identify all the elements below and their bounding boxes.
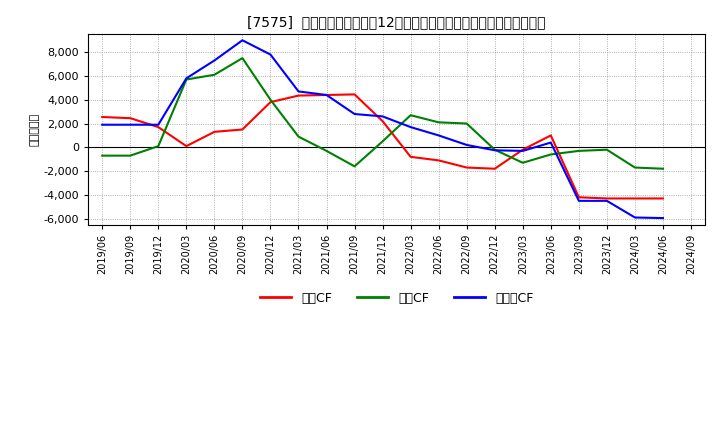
- 投資CF: [490, 147, 499, 152]
- 営業CF: [603, 196, 611, 201]
- 営業CF: [546, 133, 555, 138]
- フリーCF: [350, 111, 359, 117]
- 投資CF: [266, 97, 275, 103]
- 営業CF: [266, 99, 275, 105]
- 営業CF: [182, 143, 191, 149]
- Legend: 営業CF, 投資CF, フリーCF: 営業CF, 投資CF, フリーCF: [255, 287, 539, 310]
- フリーCF: [323, 92, 331, 98]
- Line: フリーCF: フリーCF: [102, 40, 663, 218]
- フリーCF: [266, 52, 275, 57]
- 投資CF: [154, 143, 163, 149]
- 投資CF: [518, 160, 527, 165]
- フリーCF: [182, 76, 191, 81]
- Title: [7575]  キャッシュフローの12か月移動合計の対前年同期増減額の推移: [7575] キャッシュフローの12か月移動合計の対前年同期増減額の推移: [248, 15, 546, 29]
- 投資CF: [126, 153, 135, 158]
- 営業CF: [378, 118, 387, 124]
- 投資CF: [294, 134, 303, 139]
- フリーCF: [98, 122, 107, 127]
- フリーCF: [294, 89, 303, 94]
- 営業CF: [294, 93, 303, 98]
- 営業CF: [154, 125, 163, 130]
- フリーCF: [575, 198, 583, 203]
- 営業CF: [238, 127, 247, 132]
- 営業CF: [659, 196, 667, 201]
- 投資CF: [434, 120, 443, 125]
- Y-axis label: （百万円）: （百万円）: [30, 113, 40, 146]
- 営業CF: [490, 166, 499, 171]
- 投資CF: [631, 165, 639, 170]
- フリーCF: [490, 148, 499, 153]
- 営業CF: [406, 154, 415, 159]
- フリーCF: [462, 142, 471, 147]
- 投資CF: [462, 121, 471, 126]
- フリーCF: [210, 58, 219, 63]
- 営業CF: [323, 92, 331, 98]
- 営業CF: [210, 129, 219, 135]
- 投資CF: [210, 72, 219, 77]
- 営業CF: [434, 158, 443, 163]
- 投資CF: [182, 77, 191, 82]
- 営業CF: [631, 196, 639, 201]
- Line: 営業CF: 営業CF: [102, 95, 663, 198]
- 投資CF: [378, 139, 387, 144]
- フリーCF: [518, 148, 527, 154]
- 投資CF: [546, 152, 555, 157]
- フリーCF: [238, 38, 247, 43]
- フリーCF: [126, 122, 135, 127]
- 営業CF: [126, 116, 135, 121]
- 投資CF: [406, 113, 415, 118]
- 投資CF: [323, 148, 331, 154]
- 営業CF: [518, 147, 527, 152]
- 営業CF: [575, 194, 583, 200]
- 投資CF: [98, 153, 107, 158]
- フリーCF: [434, 133, 443, 138]
- 投資CF: [659, 166, 667, 171]
- 投資CF: [575, 148, 583, 154]
- 投資CF: [238, 55, 247, 61]
- 投資CF: [603, 147, 611, 152]
- 営業CF: [462, 165, 471, 170]
- フリーCF: [406, 125, 415, 130]
- フリーCF: [546, 140, 555, 145]
- フリーCF: [603, 198, 611, 203]
- 投資CF: [350, 164, 359, 169]
- Line: 投資CF: 投資CF: [102, 58, 663, 169]
- フリーCF: [154, 122, 163, 127]
- フリーCF: [659, 216, 667, 221]
- フリーCF: [378, 114, 387, 119]
- 営業CF: [350, 92, 359, 97]
- 営業CF: [98, 114, 107, 120]
- フリーCF: [631, 215, 639, 220]
